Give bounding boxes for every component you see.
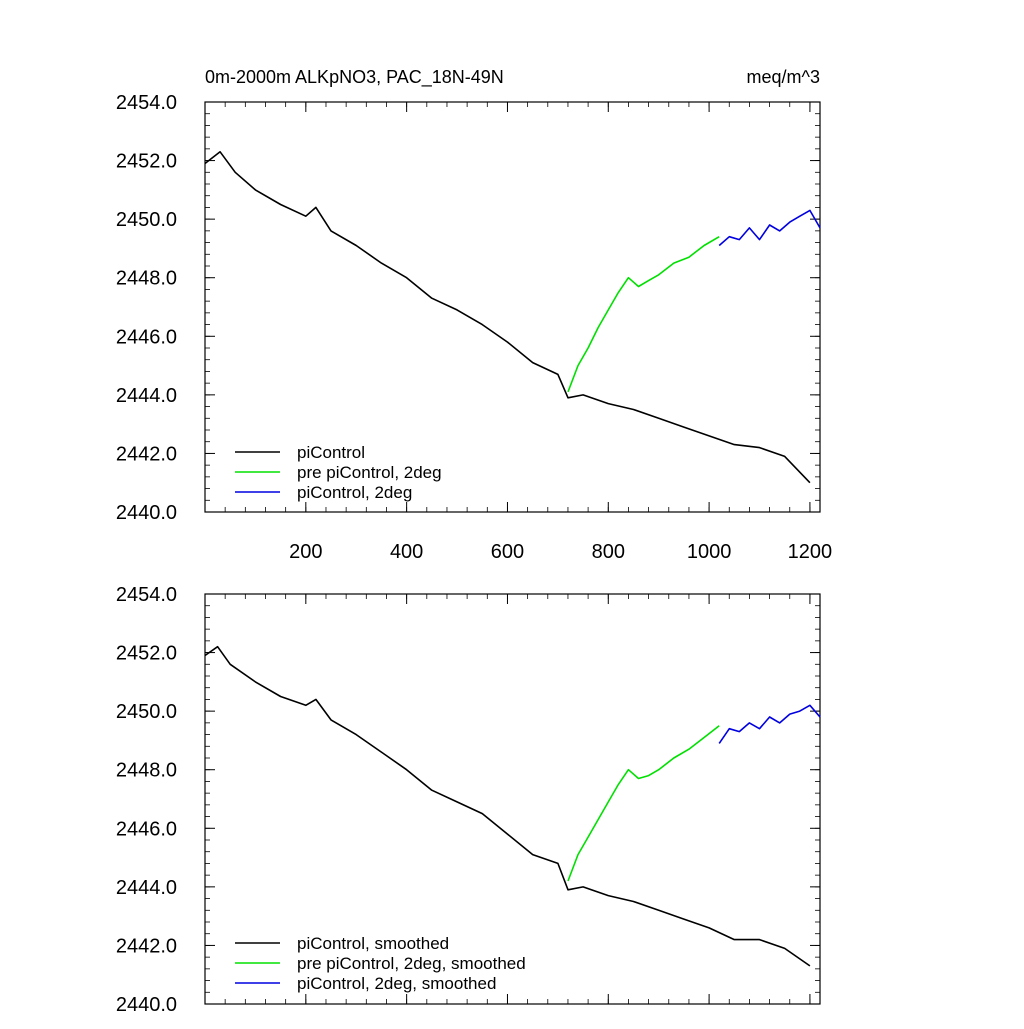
y-tick-label: 2450.0 [116, 701, 177, 723]
x-tick-label: 200 [289, 541, 322, 563]
y-tick-label: 2444.0 [116, 877, 177, 899]
chart-panel-2: 2440.0 2442.0 2444.0 2446.0 2448.0 2450.0 2452… [116, 584, 821, 1016]
x-tick-label: 400 [390, 541, 423, 563]
y-tick-label: 2448.0 [116, 268, 177, 290]
y-tick-label: 2446.0 [116, 326, 177, 348]
y-tick-label: 2444.0 [116, 385, 177, 407]
series-line-1 [204, 151, 811, 484]
y-tick-label: 2442.0 [116, 935, 177, 957]
y-tick-label: 2440.0 [116, 502, 177, 524]
x-tick-label: 800 [592, 541, 625, 563]
y-tick-label: 2442.0 [116, 443, 177, 465]
chart-units: meq/m^3 [747, 67, 820, 87]
chart-panel-1: 2440.0 2442.0 2444.0 2446.0 2448.0 2450.0 2452… [116, 92, 832, 563]
legend-label: piControl [297, 443, 365, 462]
y-tick-label: 2454.0 [116, 584, 177, 606]
y-tick-label: 2440.0 [116, 994, 177, 1016]
series-line-2 [567, 236, 720, 393]
series-line-3 [718, 704, 821, 744]
panels: 2440.0 2442.0 2444.0 2446.0 2448.0 2450.0 2452… [116, 92, 832, 1016]
x-tick-label: 1000 [687, 541, 732, 563]
y-tick-label: 2452.0 [116, 151, 177, 173]
legend-label: piControl, 2deg [297, 483, 412, 502]
series-line-3 [718, 209, 821, 247]
plot-frame [204, 593, 821, 1005]
y-tick-label: 2454.0 [116, 92, 177, 114]
y-tick-label: 2446.0 [116, 818, 177, 840]
y-tick-label: 2448.0 [116, 760, 177, 782]
chart-title: 0m-2000m ALKpNO3, PAC_18N-49N [205, 67, 504, 88]
legend-label: pre piControl, 2deg [297, 463, 442, 482]
legend-label: piControl, smoothed [297, 934, 449, 953]
legend-label: pre piControl, 2deg, smoothed [297, 954, 526, 973]
y-tick-label: 2450.0 [116, 209, 177, 231]
series-line-2 [567, 725, 720, 882]
series-line-1 [204, 645, 811, 967]
x-tick-label: 600 [491, 541, 524, 563]
plot-frame [204, 101, 821, 513]
x-tick-label: 1200 [788, 541, 833, 563]
legend-label: piControl, 2deg, smoothed [297, 974, 496, 993]
y-tick-label: 2452.0 [116, 643, 177, 665]
